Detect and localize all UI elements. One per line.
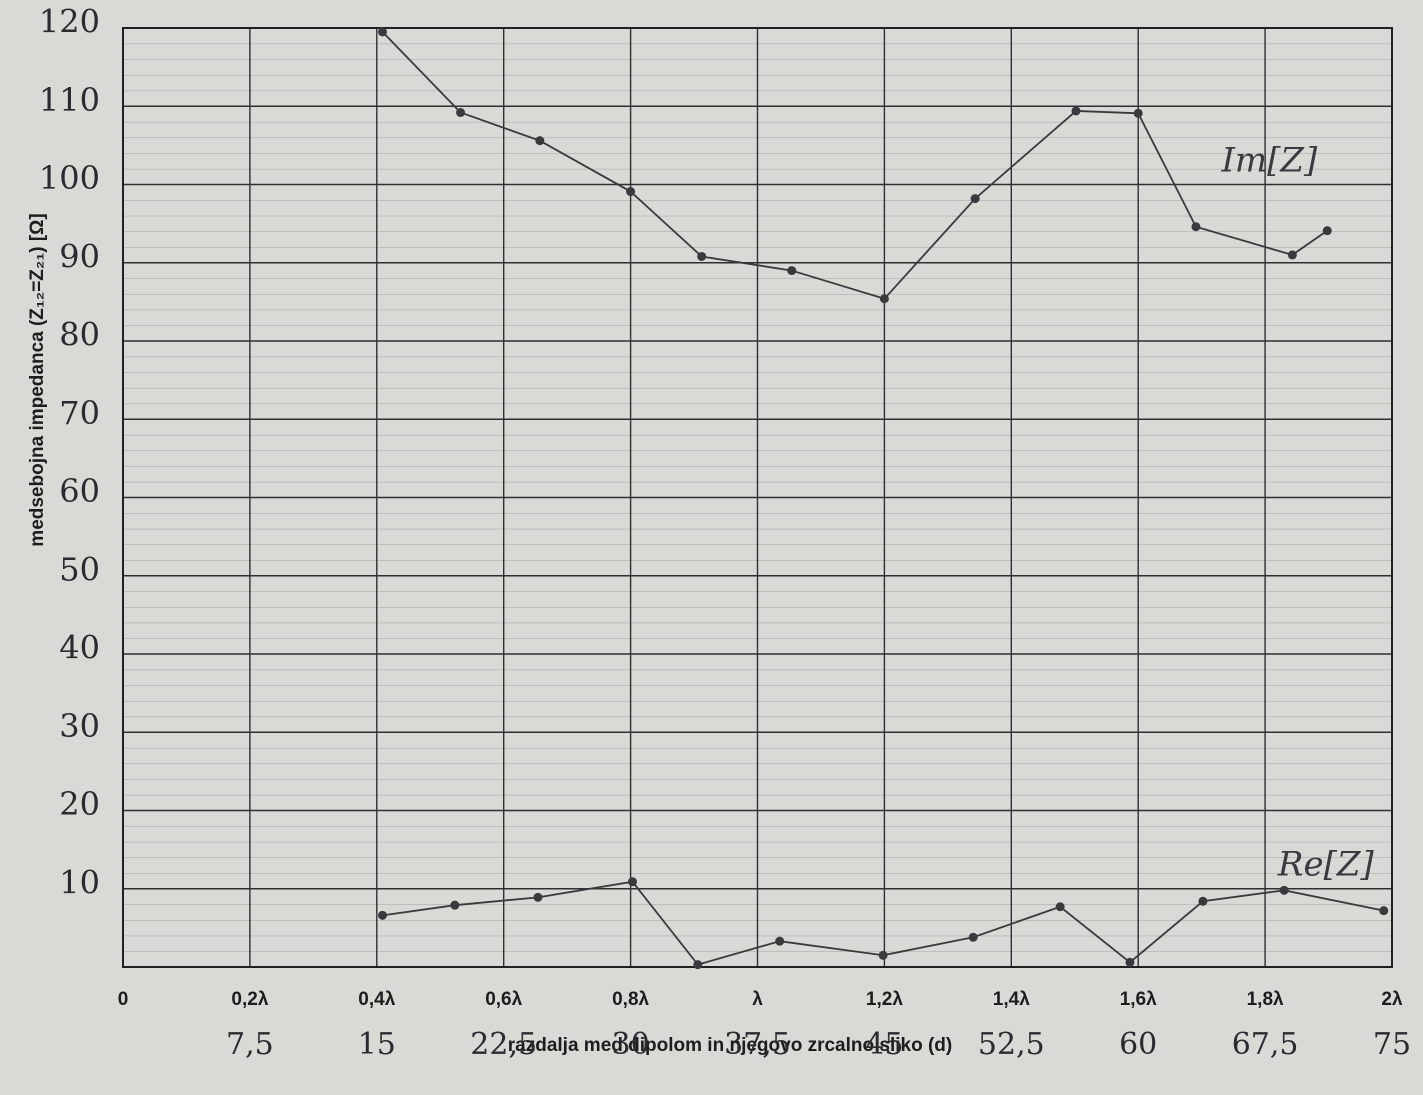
data-point: [1055, 902, 1065, 912]
x2-tick-label: 7,5: [226, 1027, 274, 1062]
x-tick-label: 1,4λ: [993, 989, 1030, 1010]
data-point: [450, 900, 460, 910]
y-axis-title: medsebojna impedanca (Z₁₂=Z₂₁) [Ω]: [27, 213, 48, 546]
x-tick-label: 2λ: [1381, 989, 1403, 1010]
x2-tick-label: 22,5: [470, 1027, 537, 1062]
data-point: [775, 936, 785, 946]
data-point: [970, 194, 980, 204]
x2-tick-label: 15: [358, 1027, 396, 1062]
data-point: [1279, 885, 1289, 895]
data-point: [533, 892, 543, 902]
y-tick-label: 70: [59, 394, 100, 432]
y-tick-label: 90: [59, 237, 100, 275]
x-tick-label: 0: [118, 989, 129, 1010]
x-tick-label: 0,4λ: [358, 989, 395, 1010]
y-tick-label: 20: [59, 785, 100, 823]
y-tick-label: 110: [39, 81, 100, 119]
data-point: [1071, 106, 1081, 116]
series-name: Im[Z]: [1220, 141, 1318, 181]
data-point: [1379, 906, 1389, 916]
x2-tick-label: 37,5: [724, 1027, 791, 1062]
x2-tick-label: 60: [1119, 1027, 1157, 1062]
x2-tick-label: 45: [865, 1027, 903, 1062]
data-point: [626, 187, 636, 197]
data-point: [535, 136, 545, 146]
x2-tick-label: 75: [1373, 1027, 1411, 1062]
data-point: [1125, 957, 1135, 967]
x-tick-label: 1,6λ: [1120, 989, 1157, 1010]
y-tick-label: 30: [59, 707, 100, 745]
data-point: [628, 877, 638, 887]
y-tick-label: 120: [39, 3, 100, 41]
y-tick-label: 100: [39, 159, 100, 197]
x-axis-title: razdalja med dipolom in njegovo zrcalno …: [508, 1035, 952, 1056]
data-point: [1191, 222, 1201, 232]
data-point: [878, 950, 888, 960]
x-tick-label: 1,2λ: [866, 989, 903, 1010]
series-name: Re[Z]: [1277, 845, 1375, 885]
y-tick-label: 60: [59, 472, 100, 510]
y-tick-label: 40: [59, 629, 100, 667]
x-tick-label: 0,6λ: [485, 989, 522, 1010]
x-tick-label: 0,2λ: [231, 989, 268, 1010]
x2-tick-label: 30: [612, 1027, 650, 1062]
data-point: [1198, 896, 1208, 906]
plot-frame: [122, 27, 1393, 968]
data-point: [1133, 108, 1143, 118]
x2-tick-label: 67,5: [1232, 1027, 1299, 1062]
data-point: [693, 960, 703, 970]
y-tick-label: 10: [59, 863, 100, 901]
data-point: [378, 27, 388, 37]
data-point: [1322, 226, 1332, 236]
data-point: [968, 932, 978, 942]
data-point: [378, 910, 388, 920]
data-point: [879, 294, 889, 304]
data-point: [1287, 250, 1297, 260]
data-point: [697, 251, 707, 261]
x-tick-label: 0,8λ: [612, 989, 649, 1010]
x2-tick-label: 52,5: [978, 1027, 1045, 1062]
x-tick-label: 1,8λ: [1247, 989, 1284, 1010]
data-point: [456, 108, 466, 118]
x-tick-label: λ: [752, 989, 763, 1010]
y-tick-label: 50: [59, 550, 100, 588]
y-tick-label: 80: [59, 316, 100, 354]
data-point: [787, 266, 797, 276]
